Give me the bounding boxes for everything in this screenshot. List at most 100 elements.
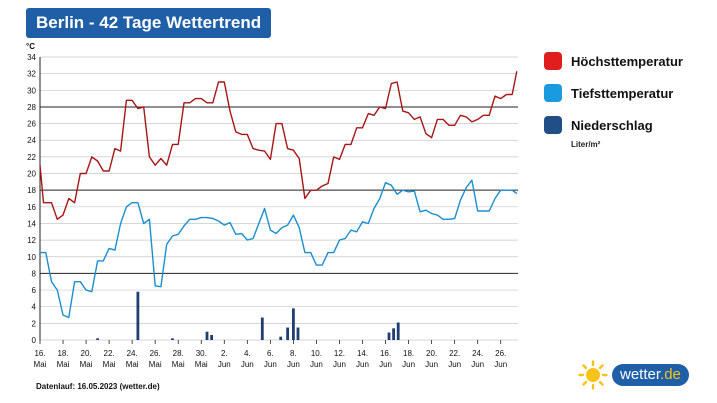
legend: Höchsttemperatur Tiefsttemperatur Nieder…	[544, 50, 714, 146]
precipitation-bar	[396, 322, 400, 340]
y-tick-label: 22	[27, 153, 36, 162]
x-tick-day: 22.	[104, 349, 115, 358]
x-tick-month: Mai	[57, 360, 70, 369]
x-tick-day: 18.	[403, 349, 414, 358]
y-tick-label: 10	[27, 253, 36, 262]
precipitation-bars	[96, 291, 400, 340]
y-tick-label: 16	[27, 203, 36, 212]
x-tick-day: 12.	[334, 349, 345, 358]
legend-label-min-temp: Tiefsttemperatur	[571, 85, 674, 101]
x-tick-day: 26.	[150, 349, 161, 358]
data-run-footer: Datenlauf: 16.05.2023 (wetter.de)	[36, 382, 160, 391]
x-tick-day: 6.	[267, 349, 274, 358]
legend-swatch-min-temp	[544, 84, 562, 102]
precipitation-bar	[210, 335, 214, 340]
x-tick-month: Jun	[356, 360, 369, 369]
brand-badge: wetter.de	[612, 364, 689, 386]
legend-item-precipitation: Niederschlag	[544, 114, 714, 136]
y-tick-label: 20	[27, 170, 36, 179]
y-tick-label: 12	[27, 236, 36, 245]
x-tick-day: 16.	[34, 349, 45, 358]
precipitation-bar	[205, 331, 209, 340]
x-tick-day: 2.	[221, 349, 228, 358]
precipitation-bar	[291, 308, 295, 340]
y-tick-label: 32	[27, 70, 36, 79]
max-temp-line	[39, 71, 518, 220]
y-tick-label: 26	[27, 120, 36, 129]
x-tick-month: Jun	[264, 360, 277, 369]
y-tick-label: 14	[27, 219, 36, 228]
x-tick-month: Jun	[494, 360, 507, 369]
legend-unit: Liter/m²	[571, 140, 601, 149]
x-tick-day: 4.	[244, 349, 251, 358]
x-tick-day: 24.	[127, 349, 138, 358]
temperature-lines	[39, 71, 518, 319]
x-tick-month: Mai	[34, 360, 47, 369]
y-tick-label: 18	[27, 186, 36, 195]
x-tick-day: 18.	[57, 349, 68, 358]
legend-label-precipitation: Niederschlag	[571, 117, 653, 133]
x-tick-month: Jun	[310, 360, 323, 369]
min-temp-line	[40, 179, 518, 319]
x-tick-month: Jun	[379, 360, 392, 369]
y-tick-label: 28	[27, 103, 36, 112]
chart-title: Berlin - 42 Tage Wettertrend	[26, 8, 272, 38]
x-axis: 16. Mai 18. Mai 20. Mai 22. Mai 24. Mai 26. Mai 28. M…	[34, 340, 507, 369]
x-tick-day: 16.	[380, 349, 391, 358]
precipitation-bar	[387, 332, 391, 340]
x-tick-month: Jun	[287, 360, 300, 369]
legend-label-max-temp: Höchsttemperatur	[571, 53, 683, 69]
precipitation-bar	[296, 327, 300, 340]
x-tick-month: Jun	[425, 360, 438, 369]
legend-swatch-max-temp	[544, 52, 562, 70]
brand-logo: wetter.de	[578, 360, 689, 390]
precipitation-bar	[260, 317, 264, 340]
y-tick-label: 8	[32, 269, 37, 278]
x-tick-day: 26.	[495, 349, 506, 358]
x-tick-day: 30.	[196, 349, 207, 358]
y-tick-label: 34	[27, 53, 36, 62]
x-tick-day: 20.	[81, 349, 92, 358]
precipitation-bar	[136, 291, 140, 340]
x-tick-day: 28.	[173, 349, 184, 358]
x-tick-month: Mai	[103, 360, 116, 369]
precipitation-bar	[171, 338, 174, 340]
legend-item-min-temp: Tiefsttemperatur	[544, 82, 714, 104]
x-tick-month: Jun	[471, 360, 484, 369]
x-tick-day: 20.	[426, 349, 437, 358]
y-tick-label: 4	[32, 303, 37, 312]
x-tick-day: 10.	[311, 349, 322, 358]
x-tick-day: 14.	[357, 349, 368, 358]
y-axis-label: °C	[26, 42, 35, 51]
y-tick-label: 0	[32, 336, 37, 345]
x-tick-month: Mai	[149, 360, 162, 369]
precipitation-bar	[96, 338, 99, 340]
x-tick-month: Mai	[126, 360, 139, 369]
x-tick-month: Mai	[80, 360, 93, 369]
x-tick-day: 22.	[449, 349, 460, 358]
legend-swatch-precipitation	[544, 116, 562, 134]
x-tick-month: Mai	[195, 360, 208, 369]
y-tick-label: 30	[27, 86, 36, 95]
y-tick-label: 24	[27, 136, 36, 145]
x-tick-month: Jun	[241, 360, 254, 369]
legend-item-max-temp: Höchsttemperatur	[544, 50, 714, 72]
x-tick-month: Jun	[448, 360, 461, 369]
sun-icon	[578, 360, 608, 390]
x-tick-month: Jun	[218, 360, 231, 369]
precipitation-bar	[286, 327, 290, 340]
x-tick-day: 24.	[472, 349, 483, 358]
x-tick-day: 8.	[290, 349, 297, 358]
y-tick-label: 2	[32, 319, 37, 328]
y-tick-label: 6	[32, 286, 37, 295]
precipitation-bar	[279, 336, 283, 340]
x-tick-month: Jun	[402, 360, 415, 369]
x-tick-month: Jun	[333, 360, 346, 369]
precipitation-bar	[392, 328, 396, 340]
brand-tld: .de	[660, 366, 681, 383]
chart-gridlines	[39, 56, 518, 341]
brand-name: wetter	[620, 366, 661, 383]
x-tick-month: Mai	[172, 360, 185, 369]
